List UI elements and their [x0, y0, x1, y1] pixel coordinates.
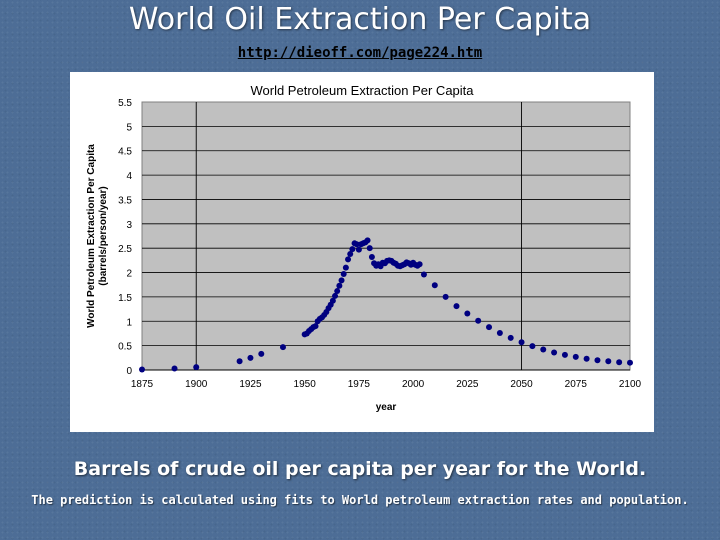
data-point: [453, 303, 460, 310]
y-tick-labels: 0 0.5 1 1.5 2 2.5 3 3.5 4 4.5 5 5.5: [118, 98, 132, 377]
x-tick-label: 1925: [239, 379, 262, 390]
data-point: [507, 334, 514, 341]
data-point: [561, 351, 568, 358]
y-tick-label: 1.5: [118, 293, 132, 304]
data-point: [627, 359, 633, 366]
data-point: [366, 245, 373, 252]
y-tick-label: 0: [126, 366, 132, 377]
data-point: [431, 282, 438, 289]
y-tick-label: 0.5: [118, 342, 132, 353]
reference-lines: [195, 102, 523, 370]
chart-title: World Petroleum Extraction Per Capita: [250, 83, 474, 98]
x-tick-label: 1975: [348, 379, 371, 390]
data-point: [540, 346, 547, 353]
x-tick-label: 2100: [619, 379, 642, 390]
data-point: [236, 358, 243, 365]
x-tick-label: 2075: [565, 379, 588, 390]
data-point: [171, 365, 178, 372]
data-point: [340, 271, 347, 278]
y-axis-label: World Petroleum Extraction Per Capita: [86, 144, 97, 328]
x-tick-label: 2050: [510, 379, 533, 390]
y-tick-label: 4.5: [118, 147, 132, 158]
data-point: [355, 246, 362, 253]
data-point: [496, 329, 503, 336]
y-tick-label: 4: [126, 171, 132, 182]
data-point: [139, 366, 145, 373]
data-point: [258, 350, 265, 357]
data-point: [336, 282, 343, 289]
data-point: [583, 355, 590, 362]
data-point: [353, 241, 360, 248]
source-link[interactable]: http://dieoff.com/page224.htm: [237, 45, 483, 61]
chart: World Petroleum Extraction Per Capita 00…: [86, 83, 642, 413]
data-point: [475, 317, 482, 324]
y-tick-label: 2.5: [118, 244, 132, 255]
x-tick-label: 2025: [456, 379, 479, 390]
caption-main: Barrels of crude oil per capita per year…: [73, 458, 647, 480]
slide-title: World Oil Extraction Per Capita: [128, 2, 592, 37]
grid-lines: [142, 125, 630, 371]
data-point: [247, 354, 254, 361]
data-point: [616, 359, 623, 366]
y-axis-label-units: (barrels/person/year): [98, 186, 109, 286]
data-point: [442, 293, 449, 300]
data-point: [416, 261, 423, 268]
data-point: [572, 353, 579, 360]
data-point: [332, 292, 339, 299]
y-tick-label: 3: [126, 220, 132, 231]
data-point: [605, 358, 612, 365]
data-point: [342, 264, 349, 271]
data-point: [349, 246, 356, 253]
x-tick-label: 1875: [131, 379, 154, 390]
data-point: [279, 344, 286, 351]
data-point: [486, 324, 493, 331]
data-point: [334, 288, 341, 295]
x-tick-label: 2000: [402, 379, 425, 390]
data-point: [464, 310, 471, 317]
y-tick-label: 5.5: [118, 98, 132, 109]
y-tick-label: 2: [126, 269, 132, 280]
x-tick-label: 1900: [185, 379, 208, 390]
data-point: [338, 277, 345, 284]
y-tick-label: 1: [126, 317, 132, 328]
y-tick-label: 3.5: [118, 195, 132, 206]
data-point: [312, 323, 319, 330]
data-point: [347, 251, 354, 258]
caption-sub: The prediction is calculated using fits …: [31, 493, 689, 507]
data-point: [518, 339, 525, 346]
data-point: [420, 271, 427, 278]
plot-area: [141, 101, 631, 371]
y-tick-label: 5: [126, 122, 132, 133]
data-points: [139, 237, 633, 373]
data-point: [529, 343, 536, 350]
data-point: [193, 364, 200, 371]
data-point: [345, 256, 352, 263]
data-point: [329, 297, 336, 304]
data-point: [551, 349, 558, 356]
x-tick-labels: 1875 1900 1925 1950 1975 2000 2025 2050 2075 2100: [131, 379, 642, 390]
data-point: [368, 253, 375, 260]
data-point: [364, 237, 371, 244]
x-tick-label: 1950: [294, 379, 317, 390]
data-point: [594, 357, 601, 364]
x-axis-label: year: [376, 402, 397, 413]
